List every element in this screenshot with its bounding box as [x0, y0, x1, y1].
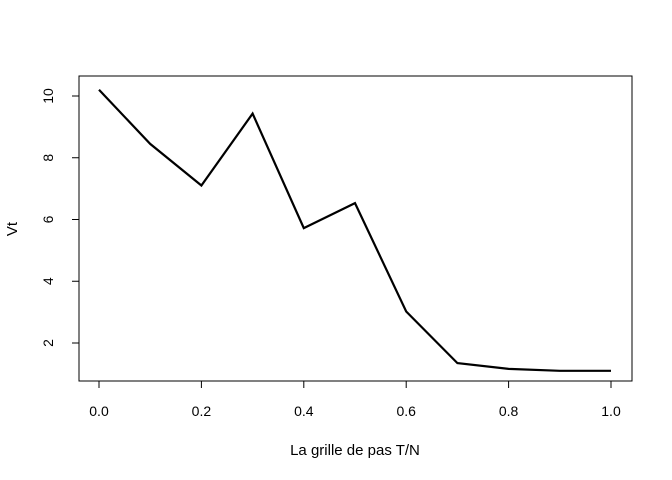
y-tick-label: 2	[40, 339, 56, 347]
y-tick-label: 4	[40, 277, 56, 285]
plot-frame	[78, 75, 633, 382]
y-axis-title: Vt	[4, 221, 21, 236]
x-axis-title: La grille de pas T/N	[290, 442, 420, 459]
x-tick-label: 0.2	[192, 403, 212, 419]
y-tick-label: 6	[40, 215, 56, 223]
y-tick-label: 10	[40, 88, 56, 104]
x-tick-label: 0.4	[294, 403, 314, 419]
x-axis: 0.0 0.2 0.4 0.6 0.8 1.0	[89, 380, 621, 419]
y-tick-label: 8	[40, 154, 56, 162]
x-tick-label: 0.8	[499, 403, 519, 419]
series-line	[98, 89, 611, 372]
x-tick-label: 1.0	[601, 403, 621, 419]
y-axis: 2 4 6 8 10	[40, 88, 80, 347]
x-tick-label: 0.6	[396, 403, 416, 419]
x-tick-label: 0.0	[89, 403, 109, 419]
